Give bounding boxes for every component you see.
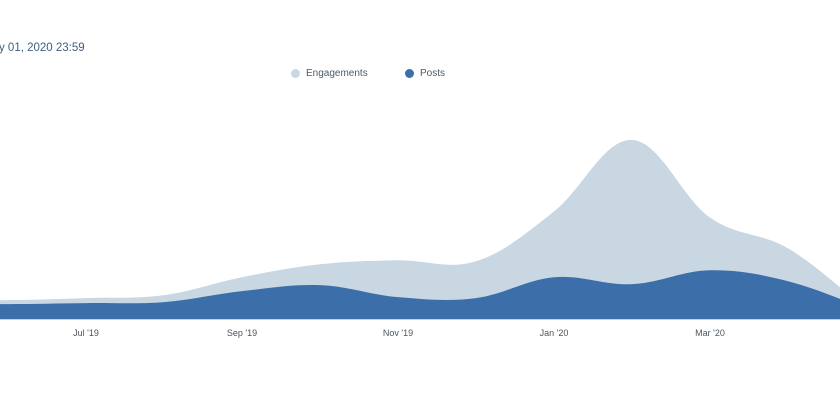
- x-tick-label: Nov '19: [383, 328, 413, 338]
- legend-swatch-posts: [405, 69, 414, 78]
- area-series-engagements[interactable]: [0, 139, 840, 319]
- chart-timestamp: May 01, 2020 23:59: [0, 42, 85, 54]
- legend-item-engagements[interactable]: Engagements: [291, 68, 368, 79]
- legend-item-posts[interactable]: Posts: [405, 68, 445, 79]
- x-tick-label: Sep '19: [227, 328, 257, 338]
- legend-label-engagements: Engagements: [306, 68, 368, 79]
- x-tick-label: Mar '20: [695, 328, 725, 338]
- legend-swatch-engagements: [291, 69, 300, 78]
- x-tick-label: Jul '19: [73, 328, 99, 338]
- legend-label-posts: Posts: [420, 68, 446, 79]
- x-tick-label: Jan '20: [540, 328, 569, 338]
- chart-legend: Engagements Posts: [0, 68, 840, 84]
- area-series-posts[interactable]: [0, 270, 840, 319]
